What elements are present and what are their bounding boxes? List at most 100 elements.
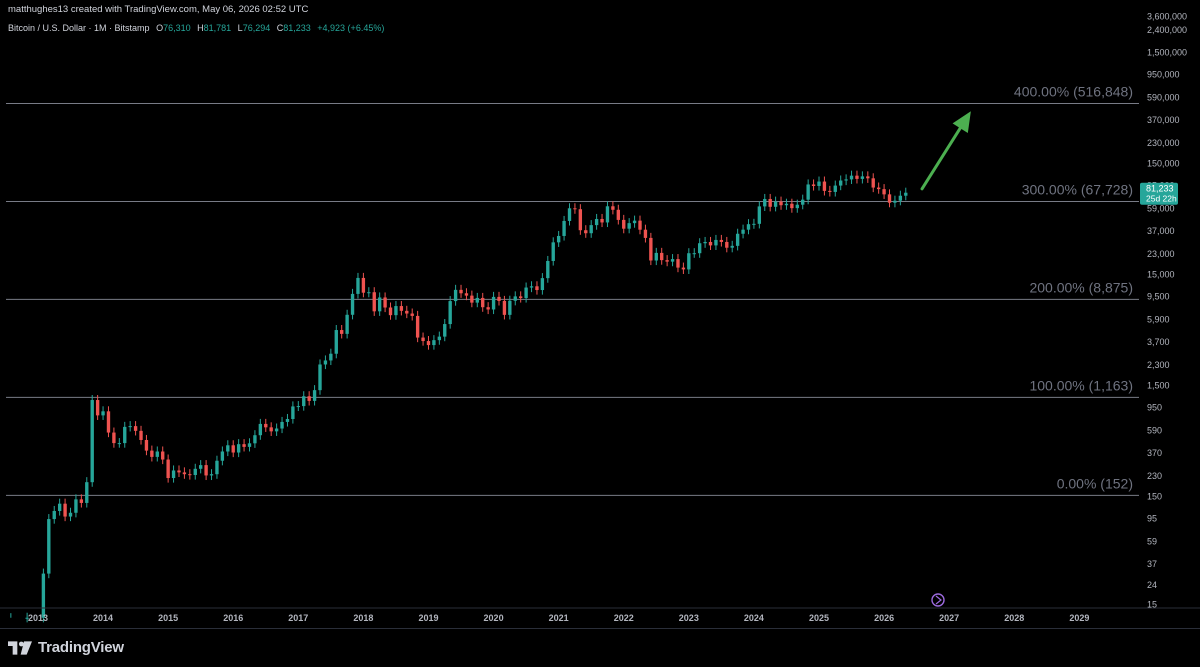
- candle-body: [340, 330, 344, 334]
- candle-body: [833, 185, 837, 192]
- open-key: O: [156, 23, 164, 33]
- candle-body: [714, 239, 718, 246]
- candle-body: [356, 277, 360, 294]
- candle-body: [670, 259, 675, 262]
- candle-body: [350, 293, 355, 315]
- candle-body: [649, 237, 653, 261]
- author-credit: matthughes13 created with TradingView.co…: [8, 4, 309, 15]
- candle-body: [584, 230, 588, 234]
- candle-body: [426, 341, 431, 346]
- candle-body: [182, 472, 187, 475]
- candle-body: [811, 184, 816, 186]
- candle-body: [757, 206, 762, 224]
- year-tick-label: 2025: [809, 613, 829, 623]
- candle-body: [491, 296, 496, 310]
- candle-body: [567, 208, 572, 221]
- candle-body: [529, 286, 534, 288]
- candle-body: [768, 198, 772, 207]
- candle-body: [849, 175, 854, 180]
- price-tick-label: 3,600,000: [1147, 12, 1187, 22]
- tradingview-logo-icon: [8, 640, 32, 655]
- candle-body: [269, 427, 273, 432]
- time-axis[interactable]: 2013 2014 2015 2016 2017 2018 2019 2020 2021 2022…: [0, 607, 1200, 623]
- fib-extension-levels[interactable]: 400.00% (516,848) 300.00% (67,728) 200.00%…: [6, 84, 1139, 496]
- candle-body: [573, 208, 577, 210]
- brand[interactable]: TradingView: [8, 639, 124, 656]
- candle-body: [405, 310, 409, 314]
- candle-body: [703, 241, 707, 244]
- symbol-title[interactable]: Bitcoin / U.S. Dollar · 1M · Bitstamp: [8, 23, 150, 33]
- high-key: H: [197, 23, 204, 33]
- candle-body: [887, 194, 892, 203]
- price-tick-label: 59,000: [1147, 204, 1175, 214]
- change-value: +4,923 (+6.45%): [317, 23, 385, 33]
- price-tick-label: 3,700: [1147, 337, 1170, 347]
- year-tick-label: 2019: [418, 613, 438, 623]
- candle-body: [665, 260, 669, 262]
- candle-body: [106, 411, 111, 433]
- price-tick-label: 150,000: [1147, 159, 1180, 169]
- year-tick-label: 2029: [1069, 613, 1089, 623]
- candle-body: [421, 337, 425, 342]
- candle-body: [112, 432, 116, 444]
- year-tick-label: 2017: [288, 613, 308, 623]
- candle-body: [68, 512, 73, 517]
- candle-body: [236, 444, 241, 453]
- candle-body: [622, 219, 626, 229]
- brand-label: TradingView: [38, 639, 124, 656]
- candle-body: [367, 292, 371, 294]
- candle-body: [535, 286, 539, 291]
- candle-body: [312, 390, 317, 401]
- candle-body: [226, 445, 230, 452]
- price-tick-label: 1,500,000: [1147, 48, 1187, 58]
- candle-body: [25, 617, 29, 619]
- candle-body: [654, 252, 658, 261]
- candle-body: [215, 460, 219, 475]
- candle-body: [524, 287, 528, 298]
- candle-body: [198, 465, 203, 469]
- candle-body: [377, 297, 382, 312]
- year-tick-label: 2028: [1004, 613, 1024, 623]
- candle-body: [839, 180, 843, 186]
- candle-body: [144, 439, 149, 451]
- price-tick-label: 230,000: [1147, 138, 1180, 148]
- candle-body: [540, 278, 545, 291]
- price-axis[interactable]: 3,600,000 2,400,000 1,500,000 950,000 590,00…: [1147, 12, 1187, 610]
- candle-body: [773, 201, 778, 207]
- candle-body: [681, 267, 686, 270]
- fib-level-label: 400.00% (516,848): [1014, 84, 1133, 100]
- candle-body: [784, 203, 789, 206]
- year-tick-label: 2026: [874, 613, 894, 623]
- candle-body: [323, 360, 328, 365]
- candle-body: [692, 253, 696, 255]
- candle-body: [600, 218, 604, 223]
- candle-body: [90, 400, 94, 483]
- candle-body: [448, 301, 452, 325]
- candle-body: [361, 277, 366, 293]
- price-chart[interactable]: 400.00% (516,848) 300.00% (67,728) 200.00%…: [0, 0, 1200, 628]
- candle-body: [708, 241, 713, 246]
- candle-body: [247, 443, 252, 447]
- candle-body: [372, 292, 376, 312]
- candle-body: [302, 396, 306, 407]
- candle-body: [860, 176, 865, 179]
- candle-body: [611, 206, 615, 210]
- year-tick-label: 2027: [939, 613, 959, 623]
- candle-body: [855, 175, 859, 179]
- candle-body: [128, 426, 132, 428]
- candle-body: [307, 396, 311, 401]
- candle-body: [513, 296, 517, 301]
- candle-body: [318, 364, 322, 391]
- candle-body: [486, 307, 490, 310]
- candle-body: [41, 573, 46, 618]
- candle-body: [795, 204, 799, 209]
- price-tick-label: 590: [1147, 426, 1162, 436]
- candle-body: [779, 201, 783, 206]
- price-tick-label: 950: [1147, 403, 1162, 413]
- candle-body: [632, 220, 637, 224]
- price-tick-label: 150: [1147, 492, 1162, 502]
- year-tick-label: 2015: [158, 613, 178, 623]
- price-tick-label: 15: [1147, 600, 1157, 610]
- candle-body: [828, 190, 832, 192]
